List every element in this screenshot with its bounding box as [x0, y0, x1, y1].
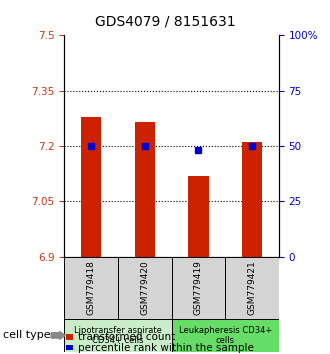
Bar — [81, 116, 101, 257]
Text: Lipotransfer aspirate
CD34+ cells: Lipotransfer aspirate CD34+ cells — [74, 326, 162, 345]
Text: GSM779421: GSM779421 — [248, 260, 256, 315]
Bar — [118, 257, 172, 319]
Text: GDS4079 / 8151631: GDS4079 / 8151631 — [95, 14, 235, 28]
Text: GSM779420: GSM779420 — [140, 260, 149, 315]
Bar — [135, 122, 155, 257]
Bar — [172, 257, 225, 319]
Bar — [188, 176, 209, 257]
Bar — [172, 319, 279, 352]
Bar — [225, 257, 279, 319]
Text: GSM779418: GSM779418 — [87, 260, 96, 315]
Text: cell type: cell type — [3, 330, 51, 341]
Text: transformed count: transformed count — [78, 332, 175, 342]
Text: GSM779419: GSM779419 — [194, 260, 203, 315]
Bar — [242, 142, 262, 257]
Text: Leukapheresis CD34+
cells: Leukapheresis CD34+ cells — [179, 326, 272, 345]
Bar — [64, 257, 118, 319]
Bar — [64, 319, 172, 352]
Text: percentile rank within the sample: percentile rank within the sample — [78, 343, 253, 353]
